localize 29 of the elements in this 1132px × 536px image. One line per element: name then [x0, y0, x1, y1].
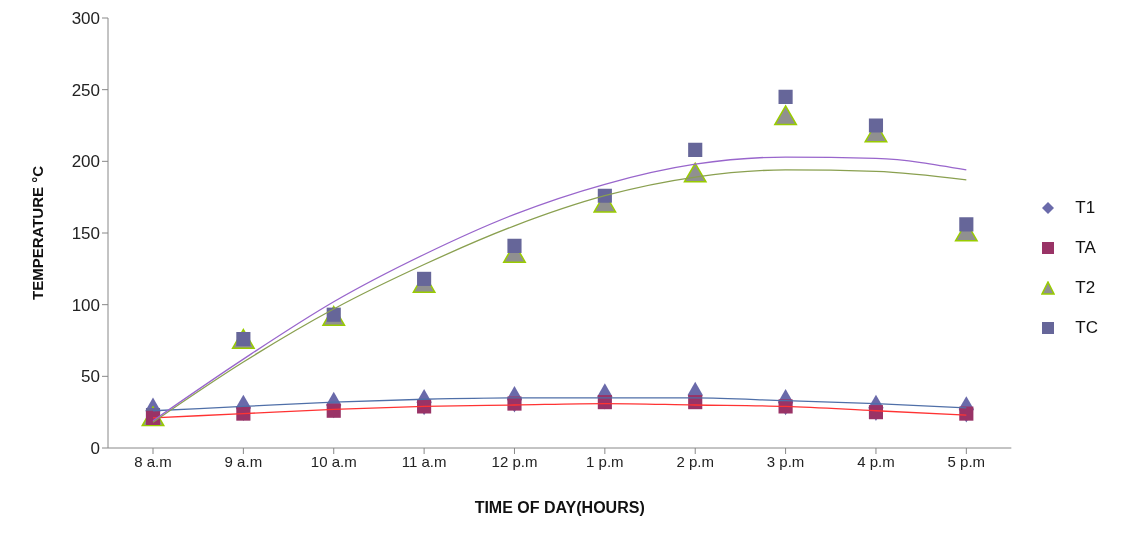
y-tick-label: 300	[71, 9, 100, 29]
point	[417, 271, 432, 286]
y-tick-label: 150	[71, 224, 100, 244]
y-tick-label: 0	[90, 439, 100, 459]
x-tick-label: 12 p.m	[491, 452, 538, 470]
point	[959, 217, 974, 232]
legend-label: TC	[1075, 318, 1098, 338]
x-tick-label: 9 a.m	[224, 452, 263, 470]
x-tick-label: 2 p.m	[676, 452, 714, 470]
x-tick-label: 11 a.m	[401, 452, 447, 470]
x-tick-label: 8 a.m	[134, 452, 172, 470]
point	[507, 238, 522, 253]
x-tick-label: 10 a.m	[310, 452, 357, 470]
y-tick-label: 100	[71, 295, 100, 315]
legend-label: T1	[1075, 198, 1096, 218]
x-tick-label: 1 p.m	[586, 452, 624, 470]
y-tick-label: 50	[81, 367, 100, 387]
x-tick-label: 5 p.m	[947, 452, 986, 470]
y-tick-label: 200	[71, 152, 100, 172]
point	[688, 142, 703, 157]
x-tick-label: 3 p.m	[766, 452, 805, 470]
y-axis-title: TEMPERATURE °C	[29, 165, 47, 301]
x-axis-title: TIME OF DAY(HOURS)	[474, 499, 645, 516]
point	[868, 118, 884, 133]
legend-label: TA	[1075, 238, 1096, 258]
x-tick-label: 4 p.m	[857, 452, 895, 470]
legend-label: T2	[1075, 278, 1096, 298]
point	[778, 89, 793, 104]
y-tick-label: 250	[71, 80, 100, 100]
